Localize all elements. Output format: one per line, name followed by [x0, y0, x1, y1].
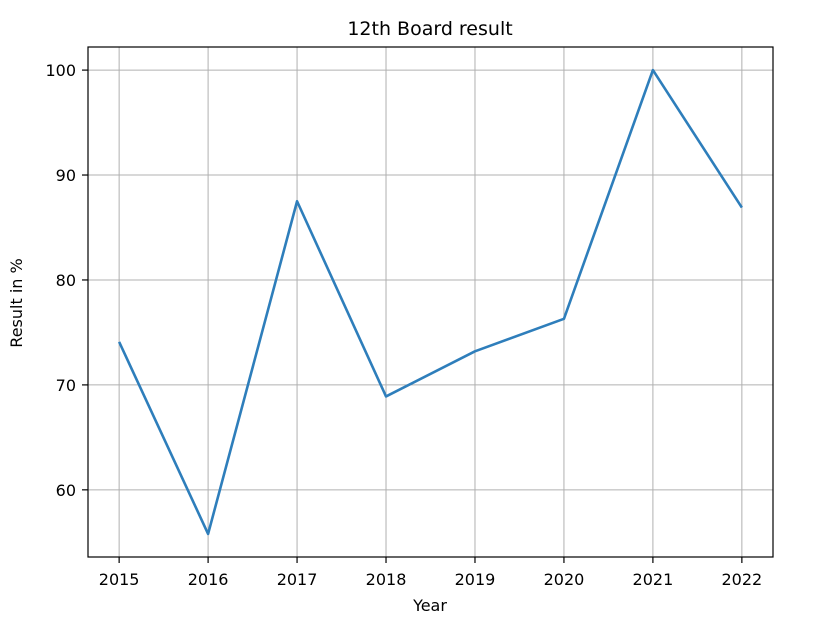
y-tick-label: 100: [45, 61, 76, 80]
y-tick-label: 70: [56, 376, 76, 395]
x-axis-label: Year: [412, 596, 447, 615]
data-points: [119, 70, 742, 534]
x-tick-label: 2019: [455, 570, 496, 589]
x-tick-label: 2018: [366, 570, 407, 589]
x-tick-label: 2017: [277, 570, 318, 589]
x-tick-label: 2016: [188, 570, 229, 589]
y-tick-label: 80: [56, 271, 76, 290]
x-tick-label: 2015: [99, 570, 140, 589]
axis-ticks: 2015 2016 2017 2018 2019 2020 2021 2022 60 70 80 90…: [45, 61, 762, 589]
x-tick-label: 2020: [544, 570, 585, 589]
y-tick-label: 90: [56, 166, 76, 185]
y-tick-label: 60: [56, 481, 76, 500]
grid: [88, 47, 773, 557]
series-line: [117, 68, 743, 536]
y-axis-label: Result in %: [7, 258, 26, 347]
chart-title: 12th Board result: [347, 18, 512, 40]
x-tick-label: 2022: [722, 570, 763, 589]
x-tick-label: 2021: [633, 570, 674, 589]
plot-frame: [87, 46, 774, 558]
